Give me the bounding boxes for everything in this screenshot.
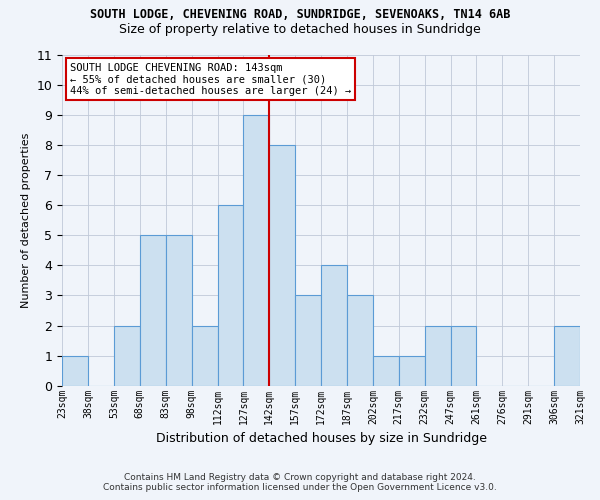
Bar: [554, 326, 580, 386]
Bar: [140, 236, 166, 386]
Bar: [62, 356, 88, 386]
Text: SOUTH LODGE CHEVENING ROAD: 143sqm
← 55% of detached houses are smaller (30)
44%: SOUTH LODGE CHEVENING ROAD: 143sqm ← 55%…: [70, 62, 351, 96]
Bar: [373, 356, 399, 386]
Bar: [347, 296, 373, 386]
Bar: [114, 326, 140, 386]
Bar: [269, 145, 295, 386]
Bar: [166, 236, 191, 386]
Text: Contains HM Land Registry data © Crown copyright and database right 2024.
Contai: Contains HM Land Registry data © Crown c…: [103, 473, 497, 492]
X-axis label: Distribution of detached houses by size in Sundridge: Distribution of detached houses by size …: [155, 432, 487, 445]
Bar: [451, 326, 476, 386]
Text: Size of property relative to detached houses in Sundridge: Size of property relative to detached ho…: [119, 22, 481, 36]
Bar: [218, 206, 244, 386]
Bar: [425, 326, 451, 386]
Bar: [399, 356, 425, 386]
Bar: [321, 266, 347, 386]
Bar: [244, 115, 269, 386]
Bar: [191, 326, 218, 386]
Bar: [295, 296, 321, 386]
Text: SOUTH LODGE, CHEVENING ROAD, SUNDRIDGE, SEVENOAKS, TN14 6AB: SOUTH LODGE, CHEVENING ROAD, SUNDRIDGE, …: [90, 8, 510, 20]
Y-axis label: Number of detached properties: Number of detached properties: [21, 132, 31, 308]
